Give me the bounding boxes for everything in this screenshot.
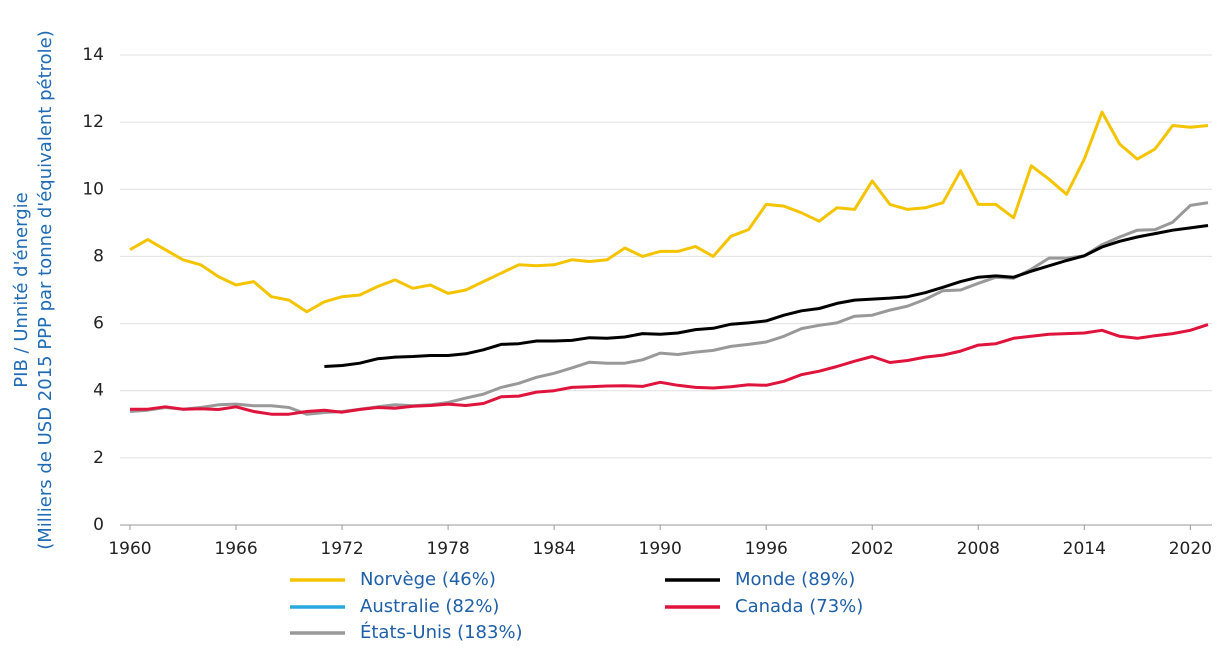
x-tick-label: 1990 xyxy=(639,539,682,559)
legend-label: Canada (73%) xyxy=(735,596,863,617)
x-tick-label: 2014 xyxy=(1063,539,1106,559)
legend-label: États-Unis (183%) xyxy=(360,621,523,643)
series-line xyxy=(324,224,1209,368)
y-tick-label: 6 xyxy=(93,314,104,334)
series-line xyxy=(130,323,1209,416)
x-tick-label: 2002 xyxy=(851,539,894,559)
x-tick-label: 2008 xyxy=(957,539,1000,559)
x-tick-label: 1966 xyxy=(214,539,257,559)
x-tick-label: 2020 xyxy=(1169,539,1212,559)
legend-label: Australie (82%) xyxy=(360,596,499,617)
legend-label: Monde (89%) xyxy=(735,569,855,590)
x-tick-label: 1972 xyxy=(320,539,363,559)
x-tick-label: 1960 xyxy=(108,539,151,559)
y-tick-label: 0 xyxy=(93,515,104,535)
legend-label: Norvège (46%) xyxy=(360,569,496,590)
x-tick-label: 1984 xyxy=(532,539,575,559)
y-tick-label: 12 xyxy=(82,112,104,132)
y-axis-label: PIB / Unnité d'énergie (Milliers de USD … xyxy=(11,30,56,550)
y-tick-label: 2 xyxy=(93,448,104,468)
x-tick-label: 1978 xyxy=(426,539,469,559)
y-tick-label: 14 xyxy=(82,45,104,65)
y-tick-label: 10 xyxy=(82,179,104,199)
x-tick-label: 1996 xyxy=(745,539,788,559)
series-line xyxy=(129,110,1209,314)
y-tick-label: 8 xyxy=(93,246,104,266)
y-tick-label: 4 xyxy=(93,381,104,401)
y-label-line: PIB / Unnité d'énergie xyxy=(11,192,32,387)
y-label-line: (Milliers de USD 2015 PPP par tonne d'éq… xyxy=(35,30,56,550)
